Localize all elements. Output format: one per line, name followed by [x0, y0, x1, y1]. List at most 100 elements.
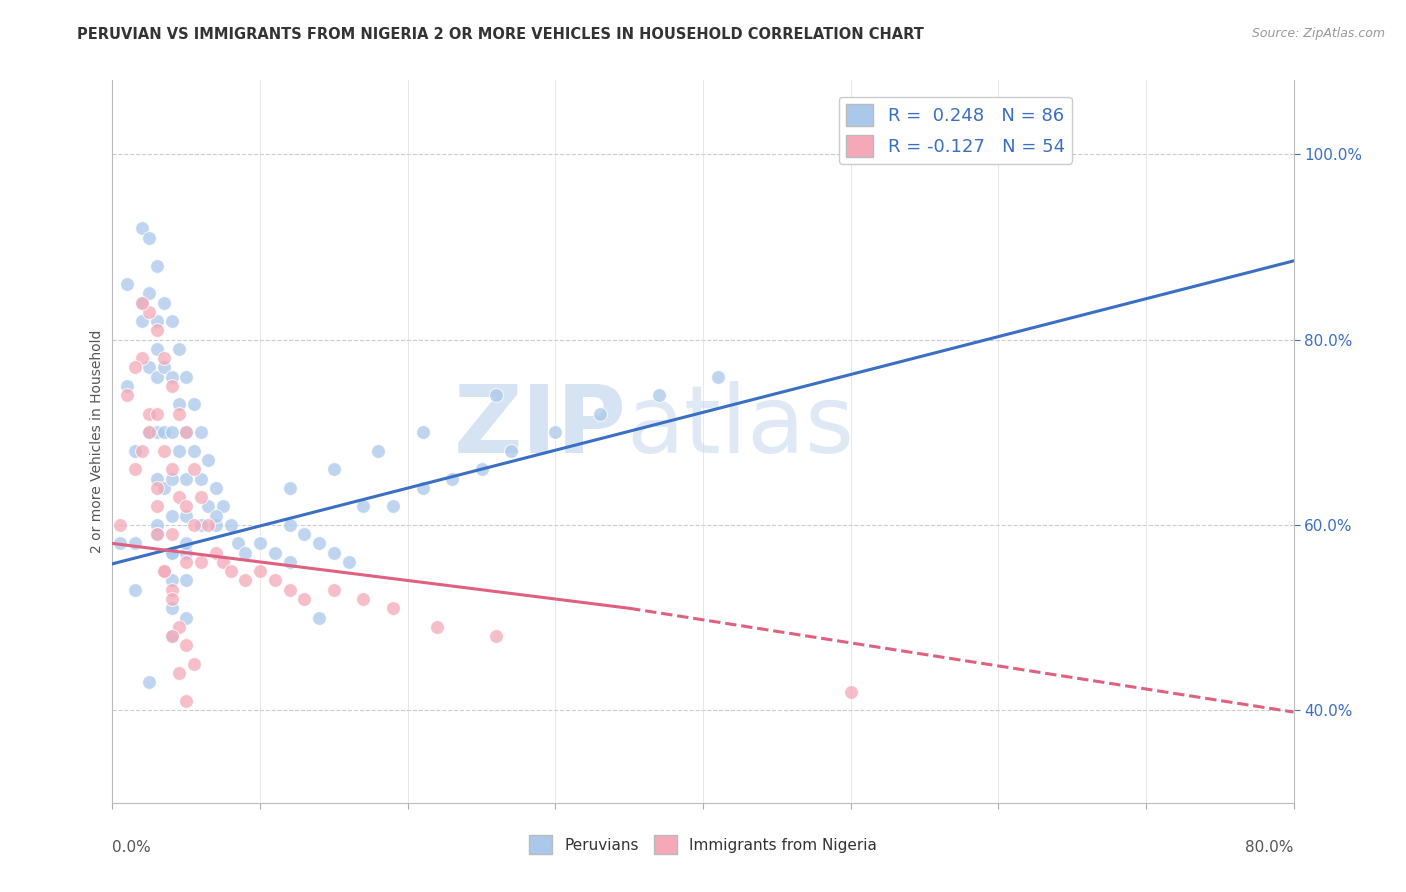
Point [153, 564, 176, 578]
Point [839, 684, 862, 698]
Point [146, 407, 169, 421]
Point [153, 481, 176, 495]
Point [146, 342, 169, 356]
Point [264, 574, 287, 588]
Point [233, 574, 256, 588]
Point [167, 490, 190, 504]
Point [219, 564, 242, 578]
Point [146, 481, 169, 495]
Point [160, 629, 183, 643]
Point [131, 314, 153, 328]
Point [205, 546, 228, 560]
Point [146, 259, 169, 273]
Point [138, 675, 160, 690]
Point [501, 443, 523, 458]
Point [160, 314, 183, 328]
Point [167, 407, 190, 421]
Point [323, 546, 346, 560]
Point [146, 314, 169, 328]
Point [706, 369, 728, 384]
Point [160, 592, 183, 607]
Point [124, 582, 146, 597]
Point [167, 666, 190, 681]
Point [146, 323, 169, 337]
Point [183, 443, 205, 458]
Point [108, 517, 131, 532]
Point [160, 379, 183, 393]
Point [249, 536, 271, 550]
Point [160, 574, 183, 588]
Point [174, 425, 197, 440]
Point [138, 425, 160, 440]
Point [197, 500, 219, 514]
Point [117, 277, 138, 291]
Point [212, 500, 235, 514]
Point [138, 305, 160, 319]
Text: atlas: atlas [626, 381, 855, 473]
Point [160, 425, 183, 440]
Point [160, 527, 183, 541]
Text: 0.0%: 0.0% [112, 840, 152, 855]
Point [124, 536, 146, 550]
Point [183, 517, 205, 532]
Point [382, 601, 405, 615]
Point [160, 462, 183, 476]
Point [411, 481, 433, 495]
Text: 80.0%: 80.0% [1246, 840, 1294, 855]
Point [308, 536, 330, 550]
Point [153, 351, 176, 366]
Point [278, 555, 301, 569]
Point [174, 638, 197, 652]
Text: PERUVIAN VS IMMIGRANTS FROM NIGERIA 2 OR MORE VEHICLES IN HOUSEHOLD CORRELATION : PERUVIAN VS IMMIGRANTS FROM NIGERIA 2 OR… [77, 27, 924, 42]
Point [174, 472, 197, 486]
Point [197, 453, 219, 467]
Point [174, 546, 197, 560]
Point [190, 425, 212, 440]
Point [146, 500, 169, 514]
Point [146, 369, 169, 384]
Point [292, 592, 315, 607]
Point [190, 555, 212, 569]
Point [160, 601, 183, 615]
Point [183, 462, 205, 476]
Point [174, 555, 197, 569]
Point [174, 508, 197, 523]
Point [146, 472, 169, 486]
Point [160, 629, 183, 643]
Point [138, 425, 160, 440]
Point [441, 472, 464, 486]
Point [190, 472, 212, 486]
Point [987, 147, 1010, 161]
Point [174, 425, 197, 440]
Text: ZIP: ZIP [453, 381, 626, 473]
Point [233, 546, 256, 560]
Point [226, 536, 249, 550]
Point [588, 407, 610, 421]
Point [485, 388, 508, 402]
Point [167, 342, 190, 356]
Point [108, 536, 131, 550]
Point [470, 462, 494, 476]
Point [167, 443, 190, 458]
Point [131, 295, 153, 310]
Point [308, 610, 330, 624]
Point [117, 379, 138, 393]
Point [117, 388, 138, 402]
Point [278, 481, 301, 495]
Text: Source: ZipAtlas.com: Source: ZipAtlas.com [1251, 27, 1385, 40]
Point [146, 517, 169, 532]
Point [146, 425, 169, 440]
Point [174, 536, 197, 550]
Point [153, 295, 176, 310]
Point [160, 546, 183, 560]
Point [138, 360, 160, 375]
Point [278, 582, 301, 597]
Point [292, 527, 315, 541]
Point [138, 407, 160, 421]
Point [205, 508, 228, 523]
Point [411, 425, 433, 440]
Point [138, 231, 160, 245]
Point [264, 546, 287, 560]
Point [174, 610, 197, 624]
Point [174, 574, 197, 588]
